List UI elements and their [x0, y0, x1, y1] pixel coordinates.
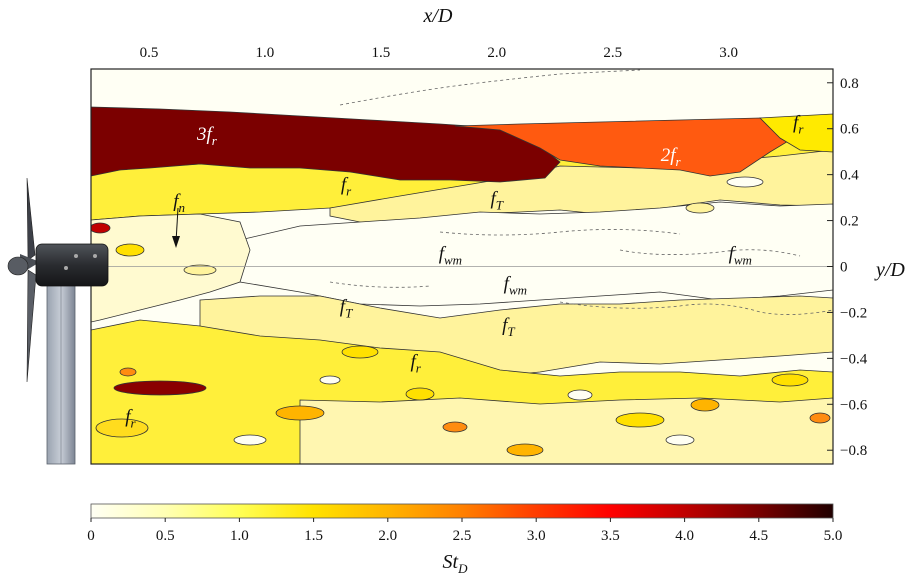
region-3fr [91, 106, 561, 183]
annotation-label: fT [491, 188, 504, 212]
annotation-label: fwm [504, 273, 527, 297]
y-tick-label: −0.8 [840, 443, 867, 459]
annotation-label: fn [173, 191, 185, 215]
y-tick-label: 0.8 [840, 76, 859, 92]
x-tick-label: 3.0 [719, 45, 738, 61]
fn-arrow-head [172, 236, 180, 248]
turbine-hub [7, 256, 29, 276]
x-tick-label: 2.5 [603, 45, 622, 61]
colorbar-tick-label: 1.0 [230, 528, 249, 544]
region-nearfield [91, 213, 251, 323]
y-tick-label: −0.4 [840, 351, 868, 367]
colorbar-tick-label: 0 [87, 528, 95, 544]
turbine-blade-lower [26, 269, 37, 383]
x-tick-label: 1.5 [371, 45, 390, 61]
region-2fr [454, 117, 801, 177]
colorbar-tick-label: 4.5 [749, 528, 768, 544]
annotation-label: fr [125, 407, 136, 431]
x-axis-title: x/D [423, 5, 453, 27]
colorbar-tick-label: 0.5 [156, 528, 175, 544]
annotation-label: 3fr [196, 124, 218, 148]
annotation-label: fr [793, 113, 804, 137]
turbine-blade-upper [26, 177, 36, 261]
annotation-label: fwm [729, 244, 752, 268]
colorbar-tick-label: 5.0 [824, 528, 843, 544]
y-axis-title: y/D [874, 259, 905, 281]
colorbar-tick-label: 3.5 [601, 528, 620, 544]
colorbar-tick-label: 1.5 [304, 528, 323, 544]
y-tick-label: 0.6 [840, 122, 859, 138]
turbine-nacelle [35, 243, 109, 287]
y-tick-label: −0.2 [840, 305, 867, 321]
colorbar-tick-label: 2.0 [378, 528, 397, 544]
y-tick-label: 0.4 [840, 168, 859, 184]
plot-area [90, 68, 834, 465]
annotation-label: fr [341, 175, 352, 199]
colorbar-gradient [90, 503, 834, 519]
colorbar-tick-label: 4.0 [675, 528, 694, 544]
dashed-contours [329, 69, 833, 315]
y-tick-label: −0.6 [840, 397, 868, 413]
turbine-illustration [7, 177, 109, 465]
y-tick-label: 0.2 [840, 214, 859, 230]
colorbar: 0 0.5 1.0 1.5 2.0 2.5 3.0 3.5 4.0 4.5 5.0 StD [87, 503, 842, 576]
region-fwm-core [239, 201, 833, 307]
y-tick-label: 0 [840, 260, 848, 276]
x-tick-label: 2.0 [487, 45, 506, 61]
y-axis-ticks: 0.8 0.6 0.4 0.2 0 −0.2 −0.4 −0.6 −0.8 [827, 76, 868, 459]
annotation-label: fT [502, 315, 515, 339]
small-patches [91, 176, 831, 457]
annotation-label: fT [340, 296, 353, 320]
annotation-label: fwm [439, 244, 462, 268]
colorbar-tick-label: 3.0 [527, 528, 546, 544]
region-fr-right [759, 113, 833, 153]
x-tick-label: 1.0 [256, 45, 275, 61]
x-axis-ticks: 0.5 1.0 1.5 2.0 2.5 3.0 [140, 45, 738, 75]
colorbar-title: StD [443, 551, 469, 576]
region-lower-pale [299, 397, 833, 464]
x-tick-label: 0.5 [140, 45, 159, 61]
annotation-label: 2fr [661, 145, 682, 169]
colorbar-ticks: 0 0.5 1.0 1.5 2.0 2.5 3.0 3.5 4.0 4.5 5.0 [87, 518, 842, 544]
colorbar-tick-label: 2.5 [453, 528, 472, 544]
annotation-label: fr [410, 352, 421, 376]
contour-fields [91, 69, 833, 464]
annotations: 3fr 2fr fr fn fr fT fwm fwm fwm fT fT fr fr [125, 113, 804, 431]
